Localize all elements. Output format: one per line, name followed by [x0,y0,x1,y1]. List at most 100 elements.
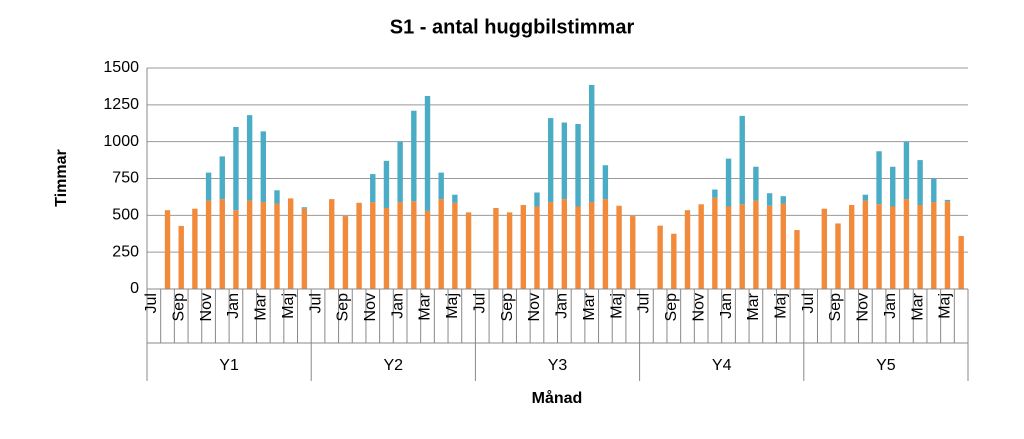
bar [547,202,554,289]
x-tick-label: Jan [718,293,735,319]
bar [944,201,951,289]
x-tick-label: Jan [389,293,406,319]
bar [356,202,362,289]
y-axis-title: Timmar [53,149,70,207]
y-tick-label: 500 [112,207,139,224]
bar [903,141,910,200]
bar [848,205,855,289]
bar [383,160,390,208]
y-tick-label: 1500 [103,59,139,76]
bar [821,208,828,289]
x-tick-label: Maj [444,293,461,319]
bar [671,233,677,289]
bar [903,199,910,289]
bar [725,158,732,207]
bar [452,194,458,203]
x-tick-label: Nov [198,293,215,321]
bar [192,208,198,289]
x-tick-label: Jul [307,293,324,313]
bar [862,200,869,289]
bar [301,208,308,289]
bar [534,206,540,289]
bar [561,199,568,289]
bar [630,216,636,289]
x-tick-label: Sep [827,293,844,322]
x-tick-label: Jul [471,293,488,313]
bar [602,199,609,289]
bar [561,122,568,200]
bar [534,192,540,207]
bar [424,95,431,211]
bar [589,202,595,289]
x-tick-label: Jan [882,293,899,319]
group-label: Y2 [384,357,404,374]
bar [876,204,882,289]
x-tick-label: Jan [554,293,571,319]
y-tick-label: 0 [130,280,139,297]
x-tick-label: Mar [417,292,434,320]
x-tick-label: Nov [690,293,707,321]
x-tick-label: Jul [800,293,817,313]
y-tick-label: 250 [112,243,139,260]
bar [246,115,253,201]
group-label: Y4 [712,357,732,374]
bar [862,194,869,201]
bar [890,206,896,289]
chart-title: S1 - antal huggbilstimmar [390,16,635,38]
bar [931,178,937,203]
bar [766,193,773,206]
bar [794,230,800,289]
x-tick-label: Maj [937,293,954,319]
group-label: Y1 [219,357,239,374]
x-tick-label: Jul [143,293,160,313]
y-tick-label: 1000 [103,133,139,150]
x-tick-label: Maj [608,293,625,319]
y-tick-label: 750 [112,170,139,187]
bar [917,160,923,206]
bar [753,166,759,201]
x-tick-label: Nov [526,293,543,321]
bar [329,199,335,289]
bar [219,156,225,200]
x-tick-label: Maj [772,293,789,319]
bar [438,172,444,200]
bar [424,210,431,289]
bar [383,207,390,289]
bar [780,203,786,289]
bar [876,151,882,205]
bar [684,210,691,289]
bar [370,174,376,203]
bar [766,205,773,289]
bar [958,235,964,289]
bar [602,165,609,200]
bar [397,141,403,203]
bar [739,204,745,289]
group-label: Y5 [876,357,896,374]
x-tick-label: Nov [855,293,872,321]
bar [438,199,444,289]
bar [465,212,472,289]
x-tick-label: Sep [335,293,352,322]
bar [274,190,280,204]
x-tick-label: Sep [499,293,516,322]
bar [698,204,704,289]
bar [260,131,267,203]
bar [452,202,458,289]
bar [233,126,239,211]
bar [205,172,212,201]
x-tick-label: Sep [663,293,680,322]
group-label: Y3 [548,357,568,374]
bar [205,200,212,289]
bar [547,118,554,203]
bar [835,223,841,289]
bar [260,202,267,289]
bar [575,123,581,207]
bar [739,115,745,205]
bar [520,205,526,289]
x-tick-label: Maj [280,293,297,319]
bar [712,189,718,198]
bar [233,210,239,289]
bar [725,206,732,289]
x-tick-label: Jul [636,293,653,313]
